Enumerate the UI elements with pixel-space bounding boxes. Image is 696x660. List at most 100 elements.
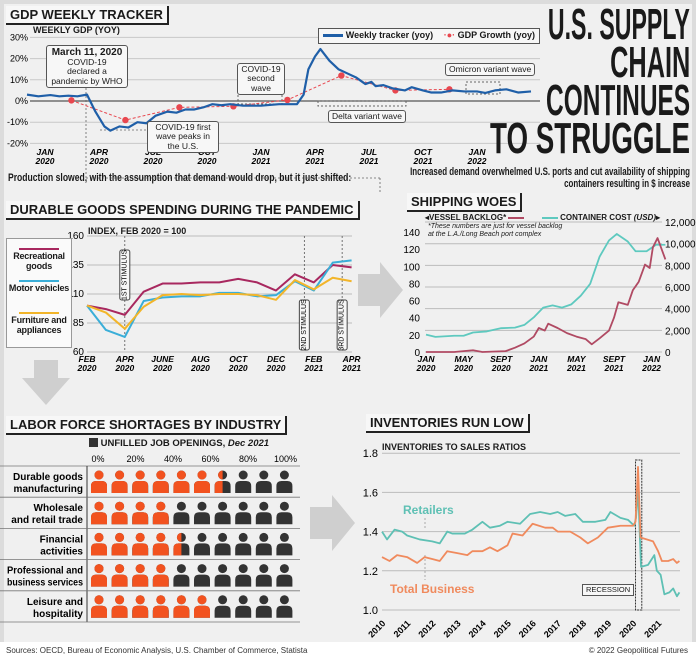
- shipping-left-tick: 120: [403, 245, 420, 256]
- person-icon: [173, 532, 182, 556]
- shipping-header: SHIPPING WOES: [407, 193, 523, 212]
- person-icon: [91, 564, 107, 587]
- shipping-xtick: 2020: [416, 363, 436, 373]
- durable-xtick: 2020: [228, 363, 248, 373]
- inventory-xtick: 2019: [592, 618, 613, 639]
- durable-xtick: APR: [115, 354, 135, 364]
- shipping-right-tick: 4,000: [665, 305, 690, 316]
- inventory-xtick: 2017: [542, 618, 563, 639]
- gdp-xtick: JAN: [36, 147, 54, 157]
- stimulus-label: 2ND STIMULUS: [301, 299, 308, 351]
- gdp-growth-point: [284, 96, 291, 104]
- title-line-row: CONTINUES: [373, 76, 690, 125]
- industry-label: Leisure and: [27, 597, 83, 608]
- stimulus-label: 3RD STIMULUS: [339, 299, 346, 351]
- inventory-ytick: 1.8: [363, 448, 378, 460]
- gdp-xtick: 2021: [359, 156, 379, 166]
- gdp-header: GDP WEEKLY TRACKER: [6, 6, 169, 25]
- durable-xtick: JUNE: [151, 354, 174, 364]
- gdp-xtick: APR: [89, 147, 109, 157]
- gdp-xtick: 2021: [305, 156, 325, 166]
- durable-ytick: 135: [67, 260, 84, 271]
- gdp-xtick: 2020: [89, 156, 109, 166]
- legend-label: Motor vehicles: [8, 283, 70, 293]
- legend-motor: Motor vehicles: [6, 280, 72, 294]
- delta-note: Delta variant wave: [328, 110, 406, 124]
- gdp-xtick: 2020: [197, 156, 217, 166]
- gdp-growth-point: [122, 116, 129, 124]
- second-wave-note: COVID-19 second wave: [237, 63, 285, 96]
- backlog-label: VESSEL BACKLOG*: [429, 213, 507, 222]
- person-icon: [214, 564, 231, 587]
- gdp-xtick: 2020: [143, 156, 163, 166]
- legend-label: UNFILLED JOB OPENINGS,: [100, 438, 226, 449]
- person-icon: [235, 595, 252, 618]
- gdp-xtick: OCT: [414, 147, 433, 157]
- person-icon: [194, 532, 210, 556]
- person-icon: [255, 595, 272, 618]
- retailers-label: Retailers: [403, 503, 454, 517]
- omicron-box: [465, 81, 501, 95]
- stimulus-box: [119, 249, 131, 301]
- shipping-xtick: JAN: [643, 354, 661, 364]
- person-icon: [194, 470, 210, 493]
- shipping-xtick: 2022: [641, 363, 661, 373]
- gdp-ylabel: WEEKLY GDP (YOY): [33, 25, 120, 35]
- note-date: March 11, 2020: [51, 47, 123, 58]
- container-legend: CONTAINER COST (USD)▸: [541, 213, 660, 222]
- inventory-xtick: 2018: [567, 618, 588, 639]
- retailers-line: [381, 487, 681, 598]
- person-icon: [132, 564, 149, 587]
- durable-ytick: 60: [73, 347, 85, 358]
- legend-dot-icon: ·●·: [443, 30, 456, 40]
- person-icon: [111, 501, 128, 525]
- labor-xtick: 100%: [274, 454, 297, 464]
- recession-note: RECESSION: [582, 584, 635, 597]
- stimulus-label: 1ST STIMULUS: [121, 250, 128, 300]
- container-unit: (USD): [633, 213, 656, 222]
- labor-xtick: 40%: [164, 454, 182, 464]
- legend-furniture: Furniture and appliances: [6, 312, 72, 336]
- shipping-right-tick: 0: [665, 348, 671, 359]
- inventory-xtick: 2013: [441, 618, 462, 639]
- legend-gdp: GDP Growth (yoy): [457, 30, 535, 40]
- title-line: CONTINUES: [545, 76, 690, 125]
- durable-series-line: [86, 259, 352, 338]
- person-icon: [111, 564, 128, 587]
- total-business-label: Total Business: [390, 582, 475, 596]
- durable-xtick: 2020: [77, 363, 97, 373]
- gdp-xtick: 2021: [413, 156, 433, 166]
- first-wave-note: COVID-19 first wave peaks in the U.S.: [147, 121, 219, 154]
- title-line-row: CHAIN: [373, 41, 690, 85]
- gdp-xtick: JAN: [468, 147, 486, 157]
- shipping-right-tick: 2,000: [665, 326, 690, 337]
- person-icon: [132, 532, 149, 556]
- gdp-ytick: 10%: [10, 75, 28, 85]
- title-line: U.S. SUPPLY: [548, 0, 690, 49]
- labor-xtick: 20%: [126, 454, 144, 464]
- footer-bar: [0, 642, 696, 660]
- shipping-xtick: 2021: [604, 363, 624, 373]
- person-icon: [194, 501, 210, 525]
- inventory-xtick: 2020: [617, 618, 638, 639]
- gdp-growth-point: [176, 104, 183, 111]
- shipping-xtick: SEPT: [490, 354, 513, 364]
- durable-ytick: 110: [68, 289, 84, 300]
- person-icon: [91, 532, 107, 556]
- gdp-xtick: 2022: [467, 156, 487, 166]
- durable-xtick: FEB: [79, 354, 96, 364]
- inventory-ylabel: INVENTORIES TO SALES RATIOS: [382, 442, 527, 452]
- vessel-backlog-line: [426, 237, 667, 353]
- person-icon: [276, 501, 293, 525]
- legend-line-icon: [323, 34, 344, 38]
- legend-label: Recreational goods: [13, 251, 65, 271]
- person-icon: [173, 501, 190, 525]
- gdp-xtick: 2020: [35, 156, 55, 166]
- person-icon: [276, 595, 293, 618]
- person-icon: [214, 532, 231, 556]
- durable-series-line: [86, 276, 352, 330]
- durable-xtick: OCT: [229, 354, 248, 364]
- durable-xtick: DEC: [267, 354, 286, 364]
- person-icon: [235, 532, 252, 556]
